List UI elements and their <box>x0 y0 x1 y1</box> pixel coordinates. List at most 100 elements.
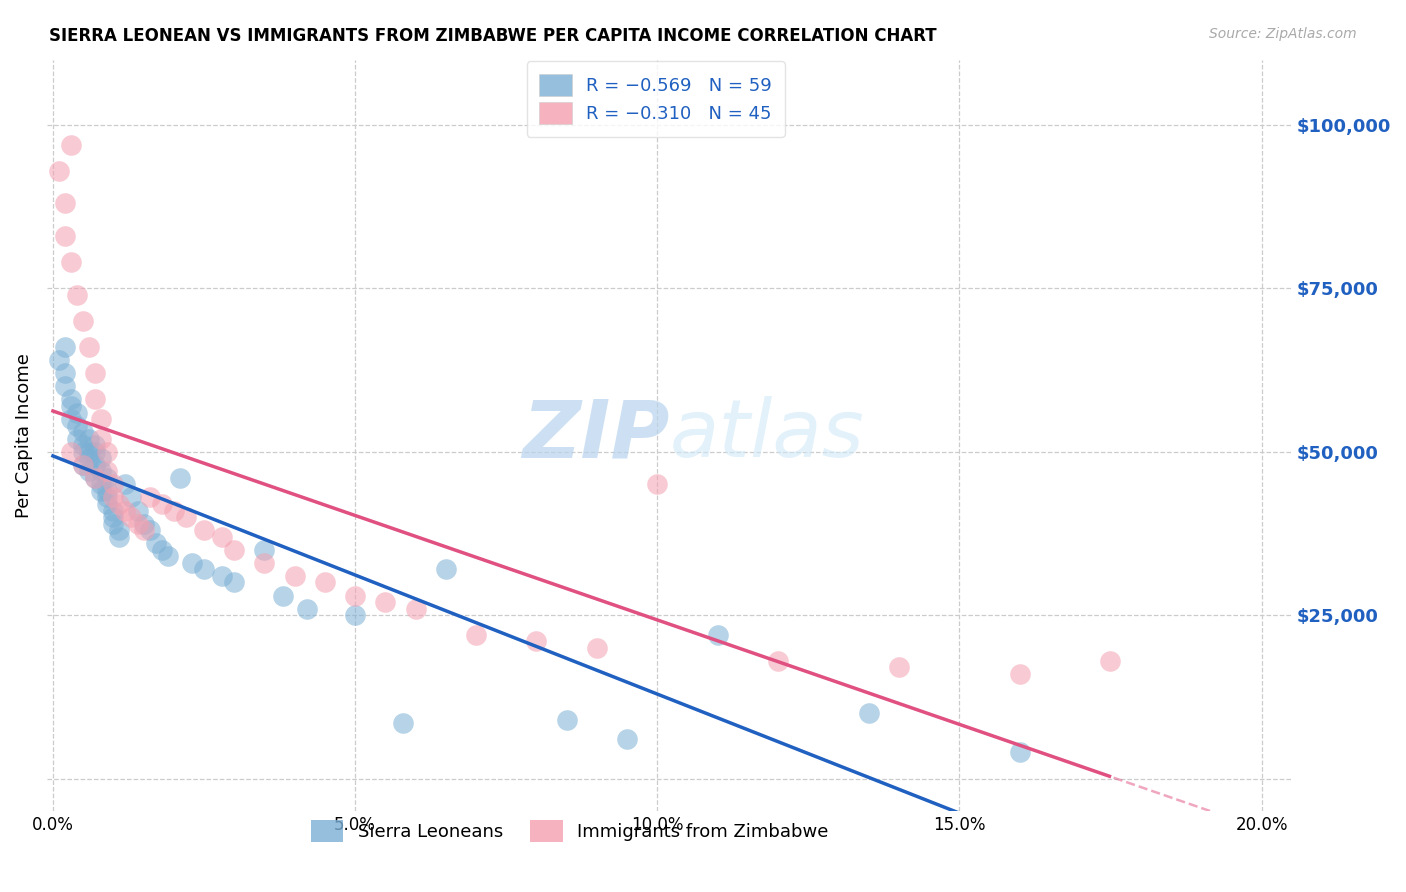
Point <box>585 640 607 655</box>
Point <box>706 628 728 642</box>
Text: ZIP: ZIP <box>522 396 669 475</box>
Point <box>344 608 367 623</box>
Point <box>193 523 215 537</box>
Point <box>77 444 100 458</box>
Point <box>524 634 547 648</box>
Point <box>96 444 118 458</box>
Point <box>121 510 143 524</box>
Point <box>90 464 112 478</box>
Point <box>114 503 136 517</box>
Point <box>193 562 215 576</box>
Point <box>90 483 112 498</box>
Point <box>181 556 204 570</box>
Point <box>53 367 76 381</box>
Point <box>77 340 100 354</box>
Point <box>150 497 173 511</box>
Text: atlas: atlas <box>669 396 865 475</box>
Point <box>1008 667 1031 681</box>
Point <box>84 367 107 381</box>
Point <box>103 491 125 505</box>
Point <box>121 491 143 505</box>
Point <box>295 601 318 615</box>
Y-axis label: Per Capita Income: Per Capita Income <box>15 353 32 518</box>
Point <box>60 137 83 152</box>
Point <box>211 569 233 583</box>
Legend: Sierra Leoneans, Immigrants from Zimbabwe: Sierra Leoneans, Immigrants from Zimbabw… <box>298 807 841 855</box>
Point <box>314 575 336 590</box>
Point <box>96 491 118 505</box>
Point <box>60 255 83 269</box>
Point <box>1099 654 1122 668</box>
Point <box>138 491 160 505</box>
Point <box>108 523 131 537</box>
Point <box>77 464 100 478</box>
Point <box>616 732 638 747</box>
Point <box>90 432 112 446</box>
Point <box>66 432 89 446</box>
Point <box>211 530 233 544</box>
Point <box>645 477 668 491</box>
Point <box>253 556 276 570</box>
Text: SIERRA LEONEAN VS IMMIGRANTS FROM ZIMBABWE PER CAPITA INCOME CORRELATION CHART: SIERRA LEONEAN VS IMMIGRANTS FROM ZIMBAB… <box>49 27 936 45</box>
Point <box>858 706 880 721</box>
Point <box>132 523 155 537</box>
Point <box>103 516 125 531</box>
Point <box>108 530 131 544</box>
Point <box>72 438 94 452</box>
Point <box>72 425 94 439</box>
Point <box>53 340 76 354</box>
Point <box>434 562 457 576</box>
Point <box>150 542 173 557</box>
Point <box>84 458 107 472</box>
Point <box>72 314 94 328</box>
Point <box>60 392 83 407</box>
Point <box>84 392 107 407</box>
Point <box>1008 745 1031 759</box>
Point <box>60 444 83 458</box>
Point <box>66 405 89 419</box>
Point <box>392 715 415 730</box>
Point <box>72 458 94 472</box>
Point <box>96 497 118 511</box>
Point <box>163 503 186 517</box>
Point <box>72 458 94 472</box>
Point <box>53 196 76 211</box>
Point <box>103 510 125 524</box>
Point <box>465 628 488 642</box>
Point <box>169 471 191 485</box>
Point <box>84 471 107 485</box>
Point <box>766 654 789 668</box>
Point <box>374 595 396 609</box>
Point <box>405 601 427 615</box>
Point <box>132 516 155 531</box>
Point <box>284 569 307 583</box>
Point <box>555 713 578 727</box>
Point <box>53 229 76 244</box>
Point <box>174 510 197 524</box>
Point <box>271 589 294 603</box>
Point <box>48 353 70 368</box>
Point <box>224 575 246 590</box>
Point <box>344 589 367 603</box>
Point <box>84 438 107 452</box>
Point <box>84 444 107 458</box>
Point <box>66 418 89 433</box>
Point <box>77 451 100 466</box>
Text: Source: ZipAtlas.com: Source: ZipAtlas.com <box>1209 27 1357 41</box>
Point <box>96 483 118 498</box>
Point <box>224 542 246 557</box>
Point <box>48 163 70 178</box>
Point <box>77 432 100 446</box>
Point <box>253 542 276 557</box>
Point <box>114 477 136 491</box>
Point <box>103 477 125 491</box>
Point <box>887 660 910 674</box>
Point <box>90 477 112 491</box>
Point <box>96 464 118 478</box>
Point <box>156 549 179 564</box>
Point <box>108 497 131 511</box>
Point <box>66 288 89 302</box>
Point <box>84 471 107 485</box>
Point <box>103 503 125 517</box>
Point <box>60 412 83 426</box>
